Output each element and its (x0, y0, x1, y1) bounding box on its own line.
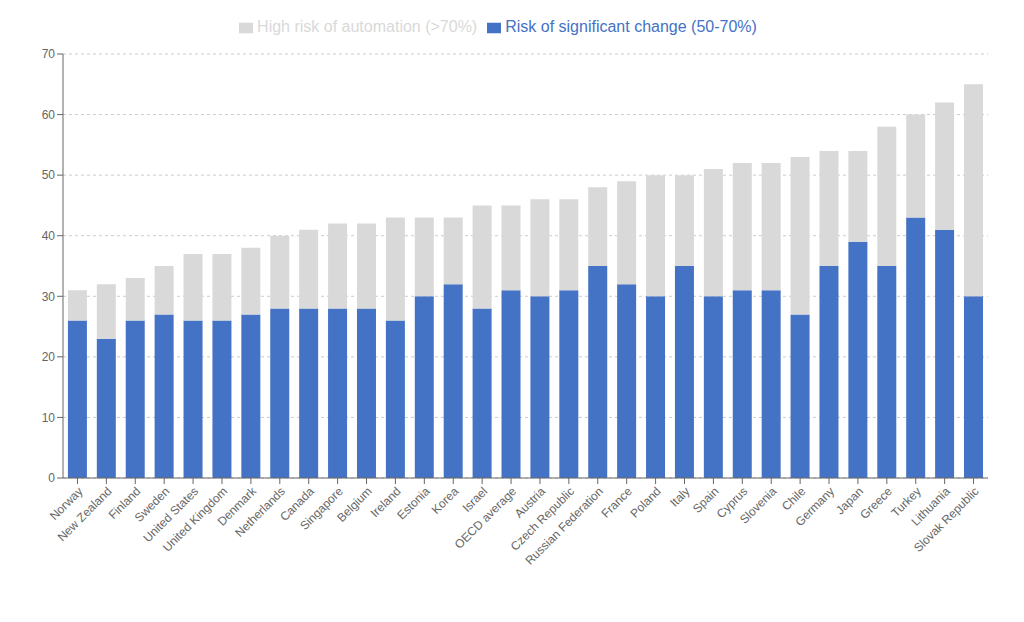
svg-text:Canada: Canada (277, 484, 317, 524)
svg-text:Slovenia: Slovenia (737, 484, 780, 527)
svg-text:New Zealand: New Zealand (55, 484, 115, 544)
svg-text:Lithuania: Lithuania (908, 484, 953, 529)
svg-text:Norway: Norway (46, 484, 86, 523)
svg-text:Turkey: Turkey (888, 484, 924, 520)
svg-text:Sweden: Sweden (131, 484, 173, 525)
svg-text:Ireland: Ireland (367, 484, 404, 521)
svg-text:Finland: Finland (105, 484, 144, 522)
svg-text:Spain: Spain (689, 484, 722, 516)
svg-text:Czech Republic: Czech Republic (507, 484, 577, 554)
svg-text:Belgium: Belgium (334, 484, 375, 525)
svg-text:OECD average: OECD average (451, 484, 520, 552)
svg-text:Estonia: Estonia (394, 484, 432, 522)
svg-text:Germany: Germany (792, 484, 837, 529)
svg-text:Italy: Italy (667, 484, 693, 510)
svg-text:United States: United States (140, 484, 202, 546)
svg-text:Singapore: Singapore (297, 484, 346, 533)
html-text:High risk of automation (>70%): High risk of automation (>70%) (257, 18, 478, 35)
svg-text:Japan: Japan (833, 484, 867, 518)
svg-text:Chile: Chile (779, 484, 809, 514)
svg-text:United Kingdom: United Kingdom (159, 484, 231, 555)
svg-text:50: 50 (42, 168, 56, 182)
svg-text:Korea: Korea (429, 484, 462, 517)
svg-text:Austria: Austria (511, 484, 549, 521)
svg-text:Slovak Republic: Slovak Republic (911, 484, 982, 555)
svg-text:Cyprus: Cyprus (713, 484, 751, 521)
svg-text:Greece: Greece (857, 484, 895, 522)
svg-text:Denmark: Denmark (214, 484, 259, 529)
svg-text:20: 20 (42, 350, 56, 364)
svg-text:0: 0 (48, 471, 55, 485)
svg-text:70: 70 (42, 47, 56, 61)
svg-text:Israel: Israel (459, 484, 491, 515)
svg-text:30: 30 (42, 290, 56, 304)
svg-text:Russian Federation: Russian Federation (522, 484, 605, 567)
svg-text:Netherlands: Netherlands (232, 484, 288, 540)
svg-text:40: 40 (42, 229, 56, 243)
svg-text:10: 10 (42, 411, 56, 425)
html-text:Risk of significant change (50: Risk of significant change (50-70%) (505, 18, 757, 35)
svg-text:France: France (599, 484, 636, 521)
svg-text:60: 60 (42, 108, 56, 122)
svg-text:Poland: Poland (627, 484, 663, 520)
